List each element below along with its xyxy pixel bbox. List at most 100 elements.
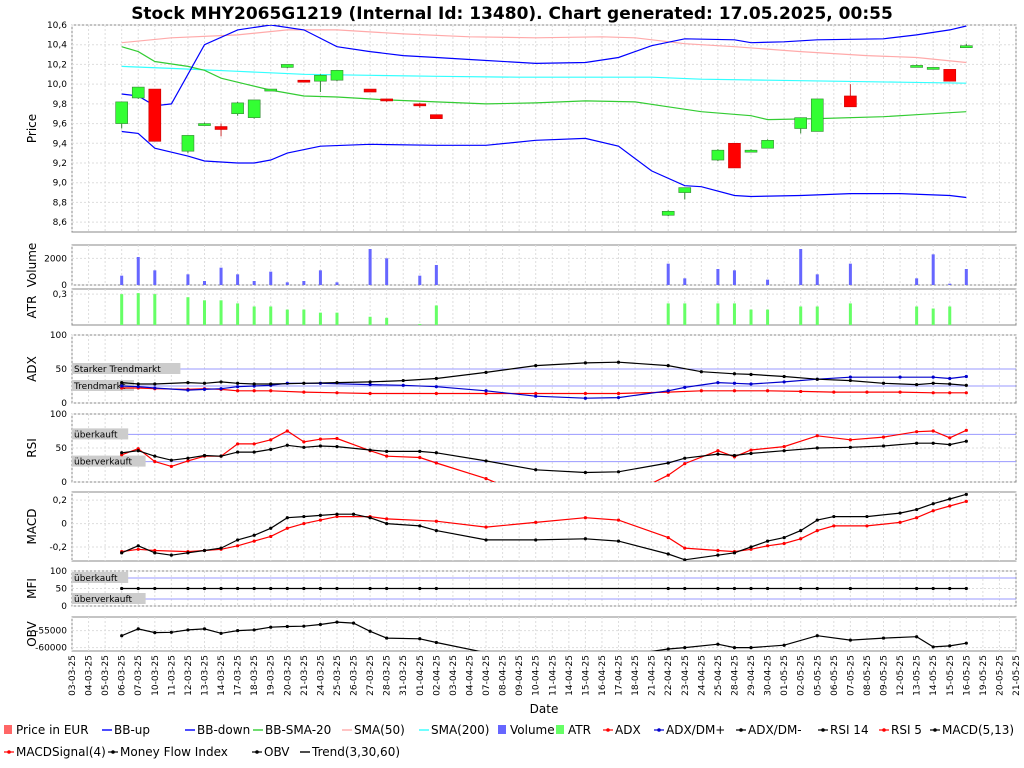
legend: Price in EUR BB-up BB-down BB-SMA-20 SMA(50)… (4, 723, 1014, 759)
x-tick-label: 21-03-25 (300, 655, 310, 696)
macd-line-point (683, 558, 687, 561)
rsi14-line-point (335, 445, 339, 449)
rsi14-line-point (881, 444, 886, 448)
adx-dm-minus-line-point (799, 389, 803, 394)
obv-line-point (915, 635, 919, 639)
candle (181, 135, 195, 154)
legend-label: BB-up (114, 723, 150, 737)
candle (330, 70, 344, 82)
panel-macd: -0,2 0 0,2 MACD (25, 491, 1017, 562)
rsi14-line-point (583, 470, 588, 475)
x-tick-label: 14-03-25 (217, 655, 227, 696)
y-tick-label: 10,4 (47, 41, 67, 51)
rsi14-line-point (269, 447, 273, 451)
macd-signal-line-point (749, 547, 753, 551)
adx-line-point (120, 381, 124, 385)
macd-line-point (765, 539, 770, 543)
adx-line-point (616, 360, 621, 364)
adx-line-point (666, 364, 670, 368)
rsi5-line-point (948, 436, 952, 440)
candle (264, 88, 278, 92)
reference-label: überkauft (74, 430, 118, 440)
x-tick-label: 06-05-25 (830, 655, 840, 696)
adx-dm-plus-line-point (136, 385, 140, 389)
obv-line-point (285, 624, 289, 629)
mfi-line-point (683, 586, 687, 591)
obv-line-point (782, 643, 786, 647)
rsi14-line-point (318, 444, 323, 448)
rsi14-line-point (153, 454, 157, 458)
y-tick-label: 0 (61, 281, 67, 291)
adx-dm-plus-line-point (186, 388, 190, 392)
adx-line-point (732, 372, 737, 376)
macd-line-point (368, 516, 372, 520)
adx-line-point (583, 361, 588, 365)
rsi5-line-point (484, 477, 488, 481)
bb-down-line-group (121, 130, 967, 199)
adx-dm-plus-line-point (434, 385, 438, 389)
y-tick-label: -60000 (35, 644, 67, 654)
legend-swatch-dot (739, 728, 743, 732)
legend-item: ADX (603, 723, 641, 737)
reference-label: überverkauft (74, 458, 133, 468)
x-tick-label: 25-03-25 (333, 655, 343, 696)
rsi5-line-point (318, 437, 323, 441)
atr-bar (732, 303, 736, 325)
y-tick-label: 2000 (44, 254, 67, 264)
rsi14-line-point (666, 461, 670, 465)
y-axis-label: RSI (25, 438, 39, 458)
legend-item: BB-down (185, 723, 250, 737)
legend-item: RSI 5 (879, 723, 922, 737)
rsi5-line-point (749, 448, 753, 452)
macd-signal-line-point (683, 546, 687, 550)
candle (810, 98, 824, 132)
candle (280, 64, 294, 69)
macd-line-point (832, 514, 836, 519)
y-tick-label: 10,2 (47, 60, 67, 70)
atr-bar (269, 306, 273, 325)
atr-bar (766, 309, 770, 325)
macd-line-point (815, 518, 819, 522)
macd-line-point (915, 507, 919, 512)
x-tick-label: 29-04-25 (747, 655, 757, 696)
macd-signal-line-point (931, 509, 935, 513)
macd-signal-line-point (269, 534, 273, 539)
candle-body (148, 88, 162, 142)
adx-dm-plus-line-point (583, 396, 588, 400)
macd-signal-line-point (915, 516, 919, 520)
legend-label: Trend(3,30,60) (311, 745, 400, 759)
rsi5-line-point (501, 484, 504, 487)
macd-line-point (749, 545, 753, 549)
legend-swatch-dot (657, 728, 661, 732)
panel-adx: 0 50 100 Starker Trendmarkt Trendmarkt ADX (25, 331, 1017, 409)
adx-line-point (335, 381, 339, 385)
candle-body (413, 103, 427, 107)
bb-sma-line (121, 46, 967, 121)
obv-line-point (269, 625, 273, 629)
atr-bar (368, 316, 372, 325)
macd-signal-line-point (765, 544, 770, 548)
y-tick-label: 9,0 (53, 179, 68, 189)
y-axis-label: Price (25, 114, 39, 143)
y-tick-label: 50 (56, 444, 68, 454)
macd-signal-line-point (799, 537, 803, 541)
macd-line-group (120, 492, 968, 561)
candle-body (728, 142, 741, 169)
reference-label-bg (72, 455, 146, 467)
macd-line-point (782, 536, 786, 540)
obv-line-point (931, 645, 935, 649)
atr-bar (385, 317, 389, 325)
obv-line-point (368, 629, 372, 633)
candle-body (330, 70, 344, 81)
macd-line-point (153, 551, 157, 555)
legend-label: RSI 5 (891, 723, 922, 737)
legend-swatch-dot (882, 728, 886, 732)
legend-item: SMA(50) (342, 723, 405, 737)
candle (943, 69, 957, 82)
adx-line (121, 361, 967, 386)
candle-body (744, 149, 758, 153)
candle-body (181, 135, 195, 152)
x-tick-label: 25-04-25 (714, 655, 724, 696)
obv-line (121, 621, 967, 651)
legend-item: RSI 14 (818, 723, 869, 737)
